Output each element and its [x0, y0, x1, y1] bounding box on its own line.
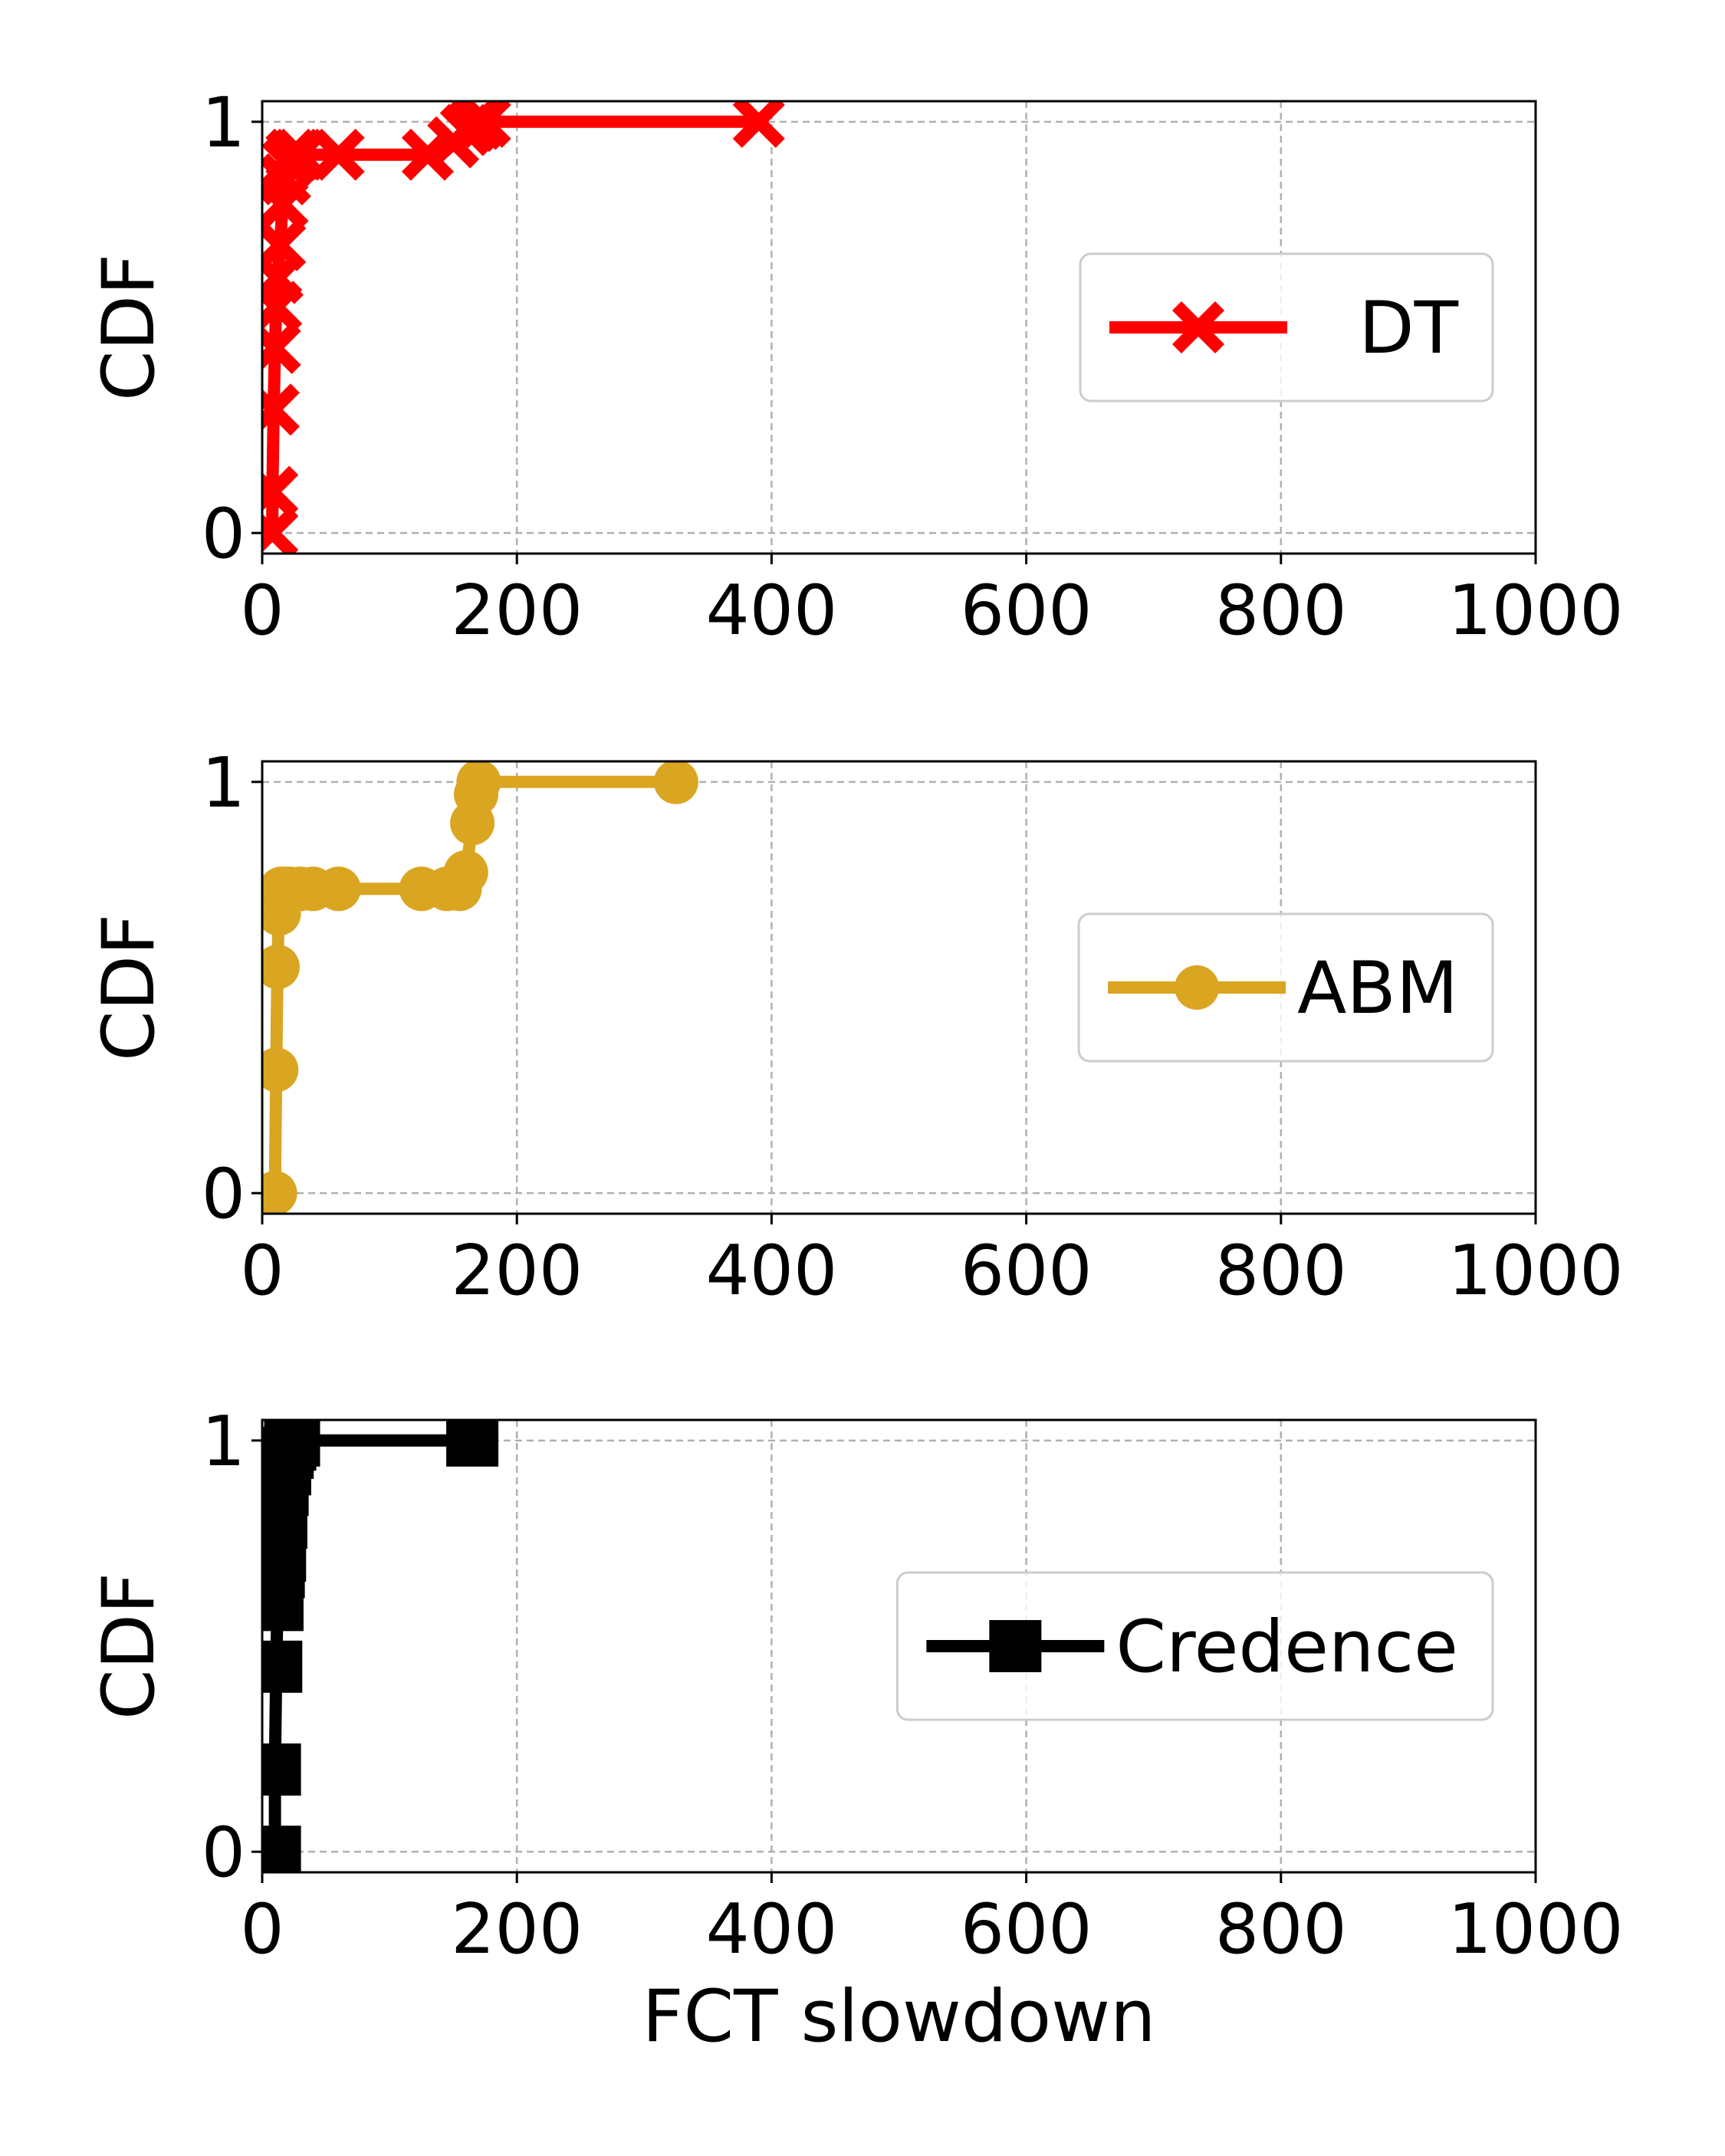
y-tick-label: 0 [202, 1154, 245, 1234]
square-icon [989, 1620, 1042, 1672]
data-point [262, 945, 300, 990]
x-tick-label: 800 [1215, 1889, 1347, 1970]
chart-panel-3: 0 200 400 600 800 1000 0 1 CDF FCT slowdown Creden… [87, 1402, 1624, 2059]
x-tick-label: 1000 [1447, 1889, 1623, 1970]
legend-label: DT [1359, 287, 1458, 370]
legend-label: Credence [1116, 1605, 1458, 1689]
x-tick-label: 200 [451, 570, 583, 651]
data-point [262, 1047, 299, 1093]
y-tick-label: 0 [202, 494, 245, 574]
x-tick-label: 0 [240, 1231, 284, 1311]
y-tick-label: 1 [202, 743, 245, 823]
legend-label: ABM [1297, 947, 1458, 1030]
x-icon [1171, 301, 1225, 354]
x-tick-label: 400 [706, 570, 838, 651]
plot-area [262, 761, 698, 1214]
y-tick-label: 1 [202, 1402, 245, 1482]
x-tick-label: 200 [451, 1231, 583, 1311]
chart-panel-1: 0 200 400 600 800 1000 0 1 CDF DT [87, 83, 1624, 651]
data-point [262, 321, 301, 374]
plot-frame [261, 100, 1537, 555]
y-axis-label: CDF [87, 254, 171, 401]
data-point [268, 1420, 320, 1467]
plot-frame [261, 1418, 1537, 1874]
data-point [262, 465, 299, 518]
y-tick-label: 1 [202, 83, 245, 163]
x-tick-label: 0 [240, 570, 284, 651]
data-point [653, 761, 698, 804]
x-tick-label: 600 [961, 1889, 1092, 1970]
data-point [732, 101, 785, 148]
x-tick-label: 600 [961, 1231, 1092, 1311]
x-tick-label: 1000 [1447, 570, 1623, 651]
x-tick-label: 0 [240, 1889, 284, 1970]
legend: Credence [895, 1571, 1494, 1721]
data-point [446, 1420, 499, 1467]
chart-panel-2: 0 200 400 600 800 1000 0 1 CDF ABM [87, 743, 1624, 1311]
legend: DT [1079, 252, 1494, 403]
x-tick-label: 200 [451, 1889, 583, 1970]
data-point [456, 761, 501, 804]
series-line-dt [266, 115, 765, 540]
y-axis-label: CDF [87, 914, 171, 1061]
x-tick-label: 400 [706, 1889, 838, 1970]
x-tick-label: 400 [706, 1231, 838, 1311]
plot-area [262, 1420, 499, 1872]
data-point [458, 101, 511, 148]
x-axis-label: FCT slowdown [642, 1975, 1155, 2059]
y-tick-label: 0 [202, 1813, 245, 1893]
data-point [262, 1826, 301, 1872]
plot-area [262, 101, 785, 554]
x-tick-label: 800 [1215, 570, 1347, 651]
circle-icon [1175, 965, 1220, 1010]
data-point [262, 219, 307, 271]
data-point [312, 128, 365, 181]
legend: ABM [1077, 912, 1494, 1063]
data-point [262, 1640, 303, 1693]
data-point [262, 507, 299, 554]
x-tick-label: 800 [1215, 1231, 1347, 1311]
y-axis-label: CDF [87, 1573, 171, 1720]
data-point [443, 850, 488, 895]
data-point [401, 128, 454, 181]
legend-box [895, 1571, 1494, 1721]
x-tick-label: 1000 [1447, 1231, 1623, 1311]
x-tick-label: 600 [961, 570, 1092, 651]
data-point [262, 1171, 297, 1214]
data-point [316, 866, 361, 912]
data-point [274, 128, 327, 181]
plot-frame [261, 760, 1537, 1215]
data-point [262, 1743, 301, 1796]
